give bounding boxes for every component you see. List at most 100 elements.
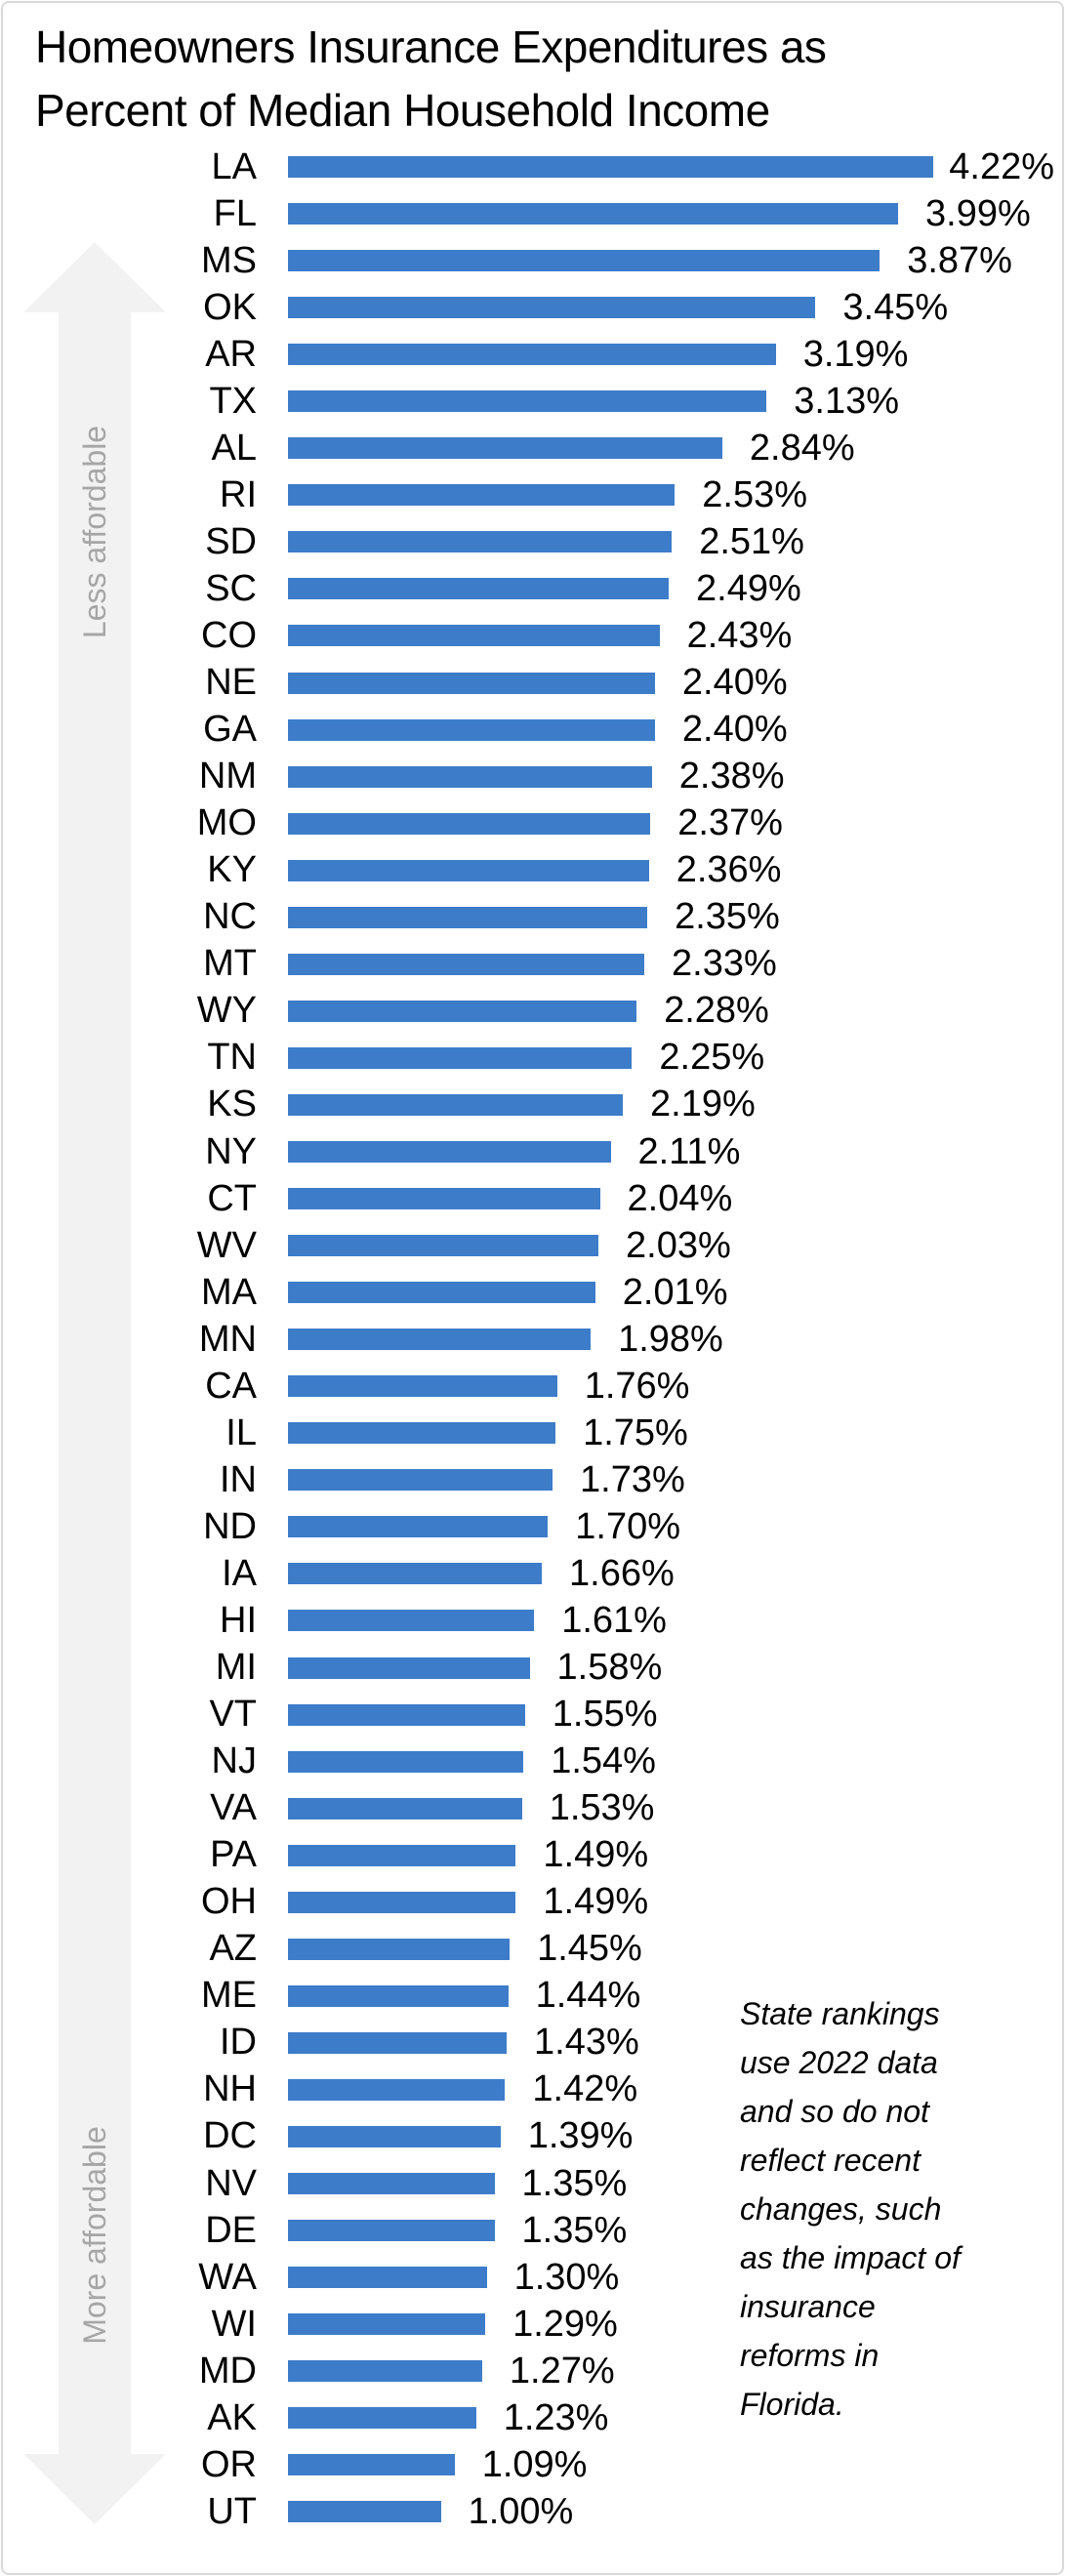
table-row: PA 1.49% — [0, 1832, 1065, 1879]
table-row: IA 1.66% — [0, 1550, 1065, 1597]
value-label: 2.36% — [676, 849, 782, 891]
value-label: 1.61% — [561, 1599, 667, 1641]
table-row: AR 3.19% — [0, 331, 1065, 378]
table-row: GA 2.40% — [0, 707, 1065, 754]
value-label: 1.00% — [468, 2490, 574, 2532]
bar — [288, 250, 881, 272]
state-label: MI — [215, 1647, 257, 1689]
value-label: 2.04% — [627, 1177, 733, 1219]
state-label: TN — [207, 1037, 257, 1079]
bar-chart-rows: LA 4.22% FL 3.99% MS 3.87% OK 3.45% AR 3.19% TX 3.1… — [0, 143, 1065, 2535]
state-label: NM — [198, 756, 257, 797]
chart-title: Homeowners Insurance Expenditures as Per… — [35, 21, 827, 136]
value-label: 1.44% — [535, 1975, 641, 2017]
state-label: VA — [210, 1787, 257, 1829]
bar — [288, 953, 644, 975]
state-label: UT — [207, 2490, 257, 2532]
table-row: MD 1.27% — [0, 2348, 1065, 2394]
table-row: AZ 1.45% — [0, 1926, 1065, 1973]
state-label: LA — [211, 145, 257, 187]
bar — [288, 1703, 525, 1726]
table-row: WA 1.30% — [0, 2254, 1065, 2301]
value-label: 1.58% — [556, 1647, 663, 1689]
state-label: OR — [201, 2443, 257, 2485]
state-label: NY — [205, 1130, 257, 1172]
value-label: 2.40% — [681, 662, 788, 704]
value-label: 1.35% — [521, 2162, 628, 2204]
value-label: 1.73% — [580, 1458, 685, 1500]
bar — [288, 390, 767, 413]
state-label: HI — [220, 1599, 257, 1641]
state-label: CO — [201, 614, 257, 656]
bar — [288, 625, 660, 647]
state-label: OK — [203, 286, 257, 328]
bar — [288, 1797, 522, 1820]
bar — [288, 2173, 495, 2195]
bar — [288, 1469, 553, 1492]
value-label: 1.70% — [575, 1505, 681, 1547]
value-label: 4.22% — [949, 145, 1054, 187]
value-label: 3.19% — [802, 333, 909, 375]
state-label: IA — [222, 1552, 257, 1594]
value-label: 3.99% — [925, 192, 1031, 234]
state-label: DC — [203, 2115, 257, 2157]
state-label: MA — [201, 1271, 257, 1313]
table-row: IN 1.73% — [0, 1456, 1065, 1503]
state-label: ID — [220, 2022, 257, 2064]
state-label: WV — [196, 1224, 257, 1266]
bar — [288, 1422, 556, 1445]
bar — [288, 484, 676, 507]
value-label: 2.19% — [650, 1084, 756, 1125]
table-row: IL 1.75% — [0, 1410, 1065, 1456]
bar — [288, 1891, 516, 1913]
value-label: 3.87% — [907, 239, 1012, 281]
table-row: ID 1.43% — [0, 2020, 1065, 2066]
table-row: ME 1.44% — [0, 1973, 1065, 2020]
value-label: 2.43% — [686, 614, 793, 656]
table-row: OR 1.09% — [0, 2441, 1065, 2488]
value-label: 1.54% — [551, 1740, 656, 1782]
table-row: HI 1.61% — [0, 1597, 1065, 1644]
bar — [288, 1188, 600, 1210]
state-label: MS — [201, 239, 257, 281]
state-label: DE — [205, 2209, 257, 2251]
bar — [288, 1375, 557, 1398]
state-label: OH — [201, 1881, 257, 1923]
state-label: GA — [203, 709, 257, 751]
table-row: MA 2.01% — [0, 1269, 1065, 1316]
state-label: FL — [213, 192, 257, 234]
bar — [288, 1141, 611, 1163]
bar — [288, 1563, 542, 1585]
value-label: 1.55% — [552, 1694, 658, 1736]
table-row: MI 1.58% — [0, 1645, 1065, 1692]
value-label: 1.43% — [534, 2022, 639, 2064]
bar — [288, 1282, 595, 1304]
state-label: WI — [211, 2303, 257, 2345]
table-row: AK 1.23% — [0, 2394, 1065, 2441]
value-label: 1.49% — [543, 1881, 649, 1923]
state-label: CA — [205, 1365, 257, 1407]
state-label: TX — [209, 380, 257, 422]
state-label: ME — [201, 1975, 257, 2017]
bar — [288, 1610, 535, 1632]
value-label: 1.49% — [543, 1834, 649, 1876]
state-label: NC — [203, 896, 257, 938]
value-label: 2.35% — [675, 896, 780, 938]
value-label: 2.37% — [677, 802, 783, 844]
table-row: WY 2.28% — [0, 988, 1065, 1035]
bar — [288, 2078, 506, 2101]
value-label: 1.30% — [513, 2256, 620, 2298]
state-label: WA — [198, 2256, 257, 2298]
bar — [288, 2031, 507, 2054]
value-label: 1.23% — [503, 2396, 609, 2438]
bar — [288, 2220, 495, 2242]
state-label: IN — [220, 1458, 257, 1500]
value-label: 2.11% — [637, 1130, 741, 1172]
value-label: 2.25% — [659, 1037, 765, 1079]
bar — [288, 1093, 623, 1116]
bar — [288, 1750, 524, 1773]
bar — [288, 1844, 516, 1866]
table-row: UT 1.00% — [0, 2488, 1065, 2535]
table-row: DC 1.39% — [0, 2113, 1065, 2160]
